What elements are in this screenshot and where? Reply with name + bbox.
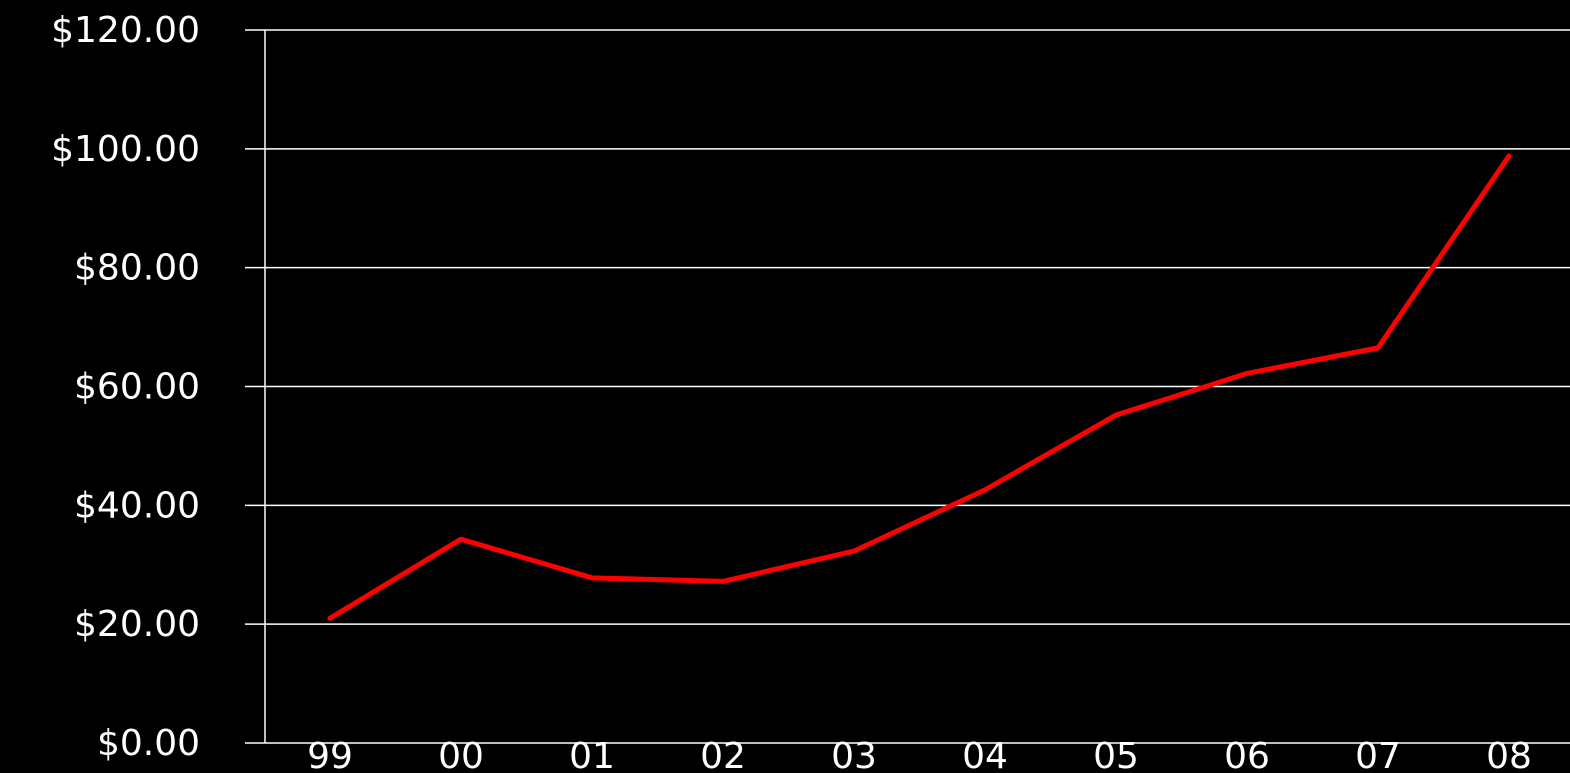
x-tick-label: 99 <box>307 736 353 773</box>
x-tick-label: 06 <box>1224 736 1270 773</box>
x-tick-label: 07 <box>1355 736 1401 773</box>
x-tick-label: 02 <box>700 736 746 773</box>
x-tick-label: 03 <box>831 736 877 773</box>
x-tick-label: 01 <box>569 736 615 773</box>
x-tick-label: 05 <box>1093 736 1139 773</box>
grid-lines <box>265 29 1570 625</box>
y-tick-label: $80.00 <box>74 248 200 289</box>
axes <box>245 29 1570 744</box>
x-tick-labels: 99 00 01 02 03 04 05 06 07 08 <box>307 736 1532 773</box>
series-lines <box>327 153 1512 621</box>
x-tick-label: 08 <box>1486 736 1532 773</box>
y-tick-label: $20.00 <box>74 604 200 645</box>
y-tick-label: $40.00 <box>74 485 200 526</box>
y-tick-label: $100.00 <box>51 129 200 170</box>
x-tick-label: 00 <box>438 736 484 773</box>
y-tick-labels: $0.00 $20.00 $40.00 $60.00 $80.00 $100.00 $120… <box>51 10 200 764</box>
y-tick-label: $60.00 <box>74 367 200 408</box>
y-tick-label: $0.00 <box>97 723 200 764</box>
series-line <box>327 153 1512 621</box>
x-tick-label: 04 <box>962 736 1008 773</box>
y-tick-label: $120.00 <box>51 10 200 51</box>
